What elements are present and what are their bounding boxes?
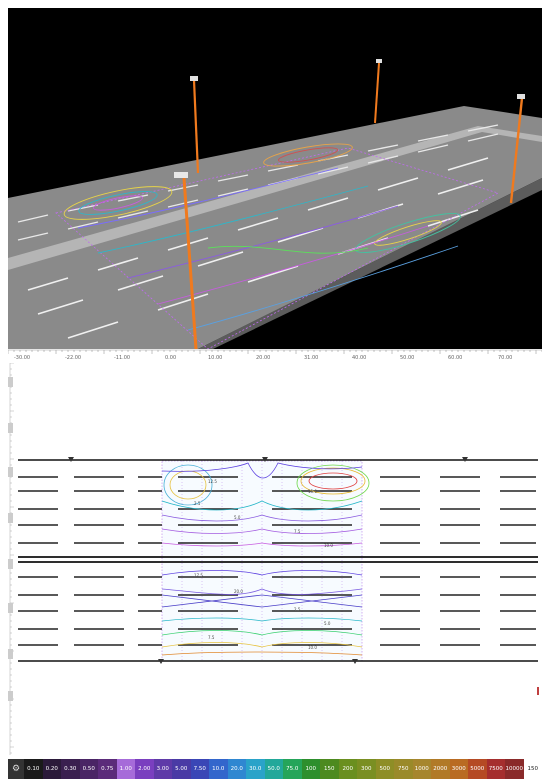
legend-bin: 10.0 (209, 759, 228, 779)
legend-bin: 30.0 (246, 759, 265, 779)
isolux-contours-3d (63, 143, 461, 331)
ruler-tick-label: 60.00 (448, 355, 462, 361)
ruler-tick-label: 40.00 (352, 355, 366, 361)
legend-bin: 2.00 (135, 759, 154, 779)
calc-grid-outline (55, 147, 500, 349)
scroll-marker (537, 687, 539, 695)
legend-bin: 5000 (468, 759, 487, 779)
ruler-tick-label: 0.00 (165, 355, 176, 361)
gear-icon[interactable]: ⚙ (8, 759, 24, 779)
vertical-ruler-labels (8, 377, 13, 701)
legend-bin: 0.20 (42, 759, 61, 779)
svg-text:12.5: 12.5 (208, 479, 217, 484)
svg-text:15.0: 15.0 (308, 489, 317, 494)
svg-text:2.5: 2.5 (294, 607, 301, 612)
road-edges-plan (18, 459, 538, 662)
legend-bin: 5.00 (172, 759, 191, 779)
legend-bin: 50.0 (264, 759, 283, 779)
legend-bin: 100 (301, 759, 320, 779)
ruler-tick-label: -11.00 (114, 355, 130, 361)
calc-grid-lines (181, 461, 343, 661)
svg-text:5.0: 5.0 (324, 621, 331, 626)
legend-bin: 150 (320, 759, 339, 779)
viewport-3d[interactable] (8, 8, 542, 349)
ruler-tick-label: 31.00 (304, 355, 318, 361)
svg-text:7.5: 7.5 (294, 529, 301, 534)
legend-bin: 200 (338, 759, 357, 779)
plan-canvas: 2.5 5.0 7.5 10.0 12.5 15.0 17.5 20.0 2.5… (8, 363, 539, 755)
horizontal-ruler: -30.00 -22.00 -11.00 0.00 10.00 20.00 31… (8, 349, 542, 363)
legend-bin: 500 (375, 759, 394, 779)
svg-text:20.0: 20.0 (234, 589, 243, 594)
legend-bin: 3000 (449, 759, 468, 779)
legend-bin: 2000 (431, 759, 450, 779)
isolux-legend-bar: ⚙ 0.10 0.20 0.30 0.50 0.75 1.00 2.00 3.00 5.00 7.… (8, 759, 542, 779)
svg-text:5.0: 5.0 (234, 515, 241, 520)
legend-bin: 3.00 (153, 759, 172, 779)
svg-text:17.5: 17.5 (194, 573, 203, 578)
street-light-poles (174, 59, 525, 349)
contour-labels: 2.5 5.0 7.5 10.0 12.5 15.0 17.5 20.0 2.5… (194, 479, 333, 650)
ruler-tick-label: 50.00 (400, 355, 414, 361)
ruler-tick-label: -30.00 (14, 355, 30, 361)
isolux-contours-plan (161, 462, 370, 656)
ruler-tick-label: -22.00 (65, 355, 81, 361)
legend-bin: 0.50 (79, 759, 98, 779)
legend-bin: 10000 (505, 759, 524, 779)
legend-bin: 75.0 (283, 759, 302, 779)
svg-text:10.0: 10.0 (324, 543, 333, 548)
svg-text:7.5: 7.5 (208, 635, 215, 640)
lane-dashes (18, 476, 536, 646)
road-edge (198, 178, 542, 349)
legend-bin: 7.50 (190, 759, 209, 779)
legend-bin: 20.0 (227, 759, 246, 779)
legend-bin: 0.10 (24, 759, 43, 779)
ruler-tick-label: 10.00 (208, 355, 222, 361)
legend-bin: 7500 (486, 759, 505, 779)
plan-view-2d[interactable]: 2.5 5.0 7.5 10.0 12.5 15.0 17.5 20.0 2.5… (8, 363, 542, 755)
ruler-tick-label: 70.00 (498, 355, 512, 361)
ruler-tick-label: 20.00 (256, 355, 270, 361)
legend-bin: 1.00 (116, 759, 135, 779)
legend-scale: 0.10 0.20 0.30 0.50 0.75 1.00 2.00 3.00 5.00 7.50… (24, 759, 542, 779)
svg-text:10.0: 10.0 (308, 645, 317, 650)
legend-bin: 0.75 (98, 759, 117, 779)
pole-markers (68, 457, 468, 664)
legend-bin: 150 (523, 759, 542, 779)
scene-3d (8, 8, 542, 349)
legend-bin: 1000 (412, 759, 431, 779)
legend-bin: 0.30 (61, 759, 80, 779)
road-surface (8, 106, 542, 349)
svg-text:2.5: 2.5 (194, 501, 201, 506)
legend-bin: 300 (357, 759, 376, 779)
legend-bin: 750 (394, 759, 413, 779)
